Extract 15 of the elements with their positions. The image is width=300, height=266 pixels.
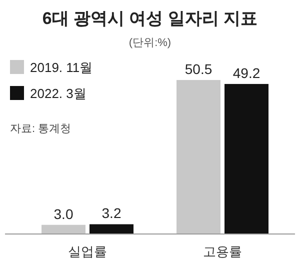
x-tick-label: 실업률 [68, 244, 107, 259]
legend-label: 2019. 11월 [30, 60, 93, 75]
bar [90, 224, 134, 234]
data-label: 3.0 [54, 206, 74, 222]
x-tick-label: 고용률 [203, 244, 242, 259]
data-label: 49.2 [232, 64, 260, 81]
bar [42, 224, 86, 234]
data-label: 3.2 [102, 205, 122, 222]
data-label: 50.5 [184, 61, 212, 77]
chart-title: 6대 광역시 여성 일자리 지표 [42, 9, 258, 28]
bar [176, 80, 220, 234]
bar [224, 84, 268, 234]
annotation: 자료: 통계청 [10, 123, 72, 135]
legend-label: 2022. 3월 [30, 86, 86, 101]
chart-subtitle: (단위:%) [128, 37, 172, 49]
